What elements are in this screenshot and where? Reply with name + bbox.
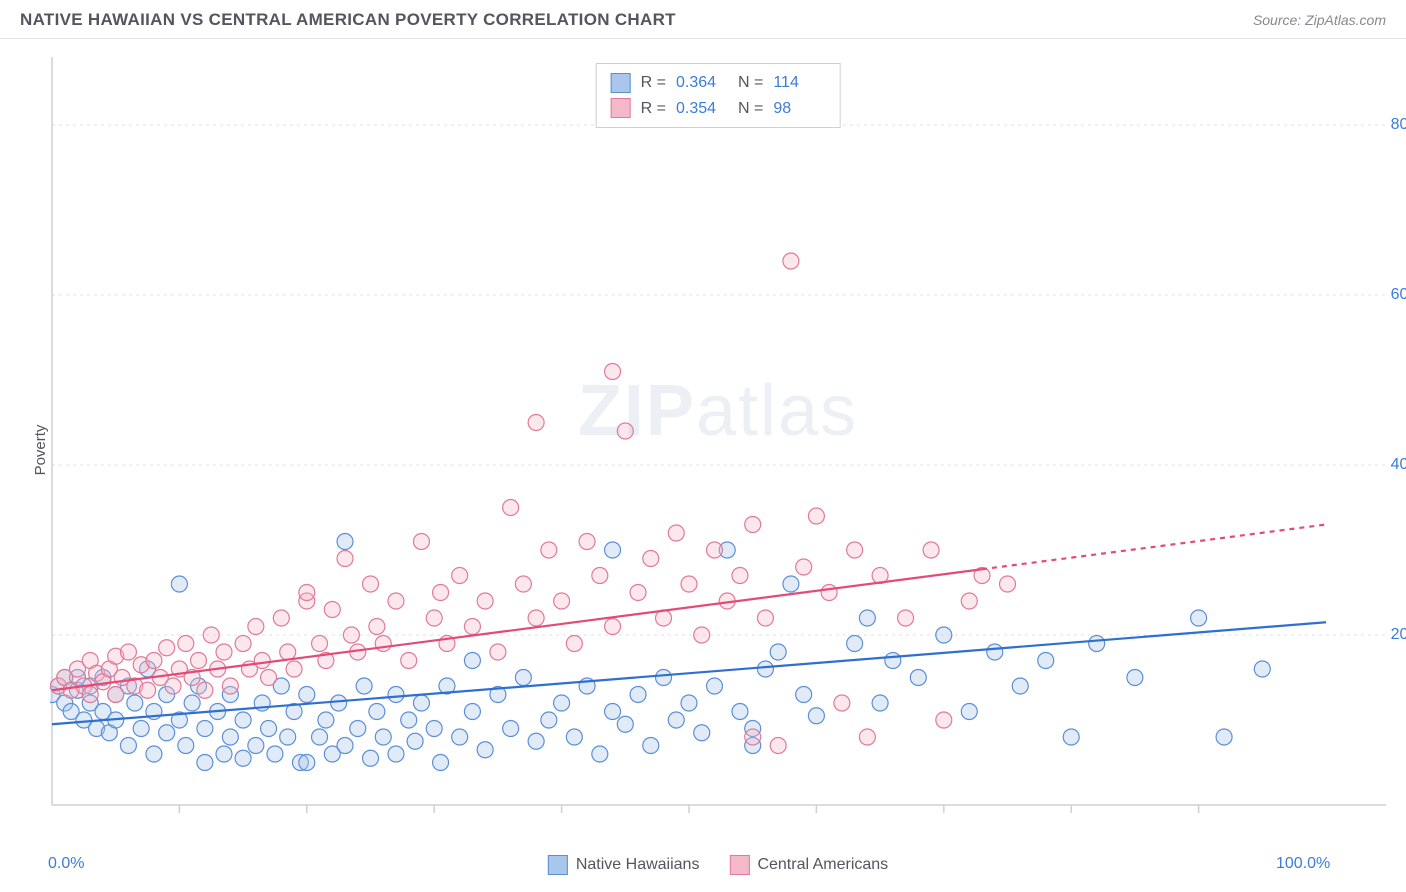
n-value: 98 [773,96,825,122]
x-tick-label-right: 100.0% [1276,855,1330,873]
y-tick-label: 80.0% [1391,116,1406,134]
chart-title: NATIVE HAWAIIAN VS CENTRAL AMERICAN POVE… [20,10,676,30]
legend-label: Central Americans [757,856,888,874]
source-attribution: Source: ZipAtlas.com [1253,12,1386,28]
r-label: R = [641,70,666,96]
source-label: Source: [1253,12,1305,28]
stats-row: R = 0.364 N = 114 [611,70,826,96]
legend-label: Native Hawaiians [576,856,700,874]
chart-area: Poverty ZIPatlas R =0.364N =114R =0.354N… [50,55,1386,845]
y-axis-label: Poverty [32,425,49,476]
r-value: 0.364 [676,70,728,96]
legend-swatch [729,855,749,875]
n-value: 114 [773,70,825,96]
y-tick-label: 20.0% [1391,626,1406,644]
stats-row: R = 0.354 N = 98 [611,96,826,122]
legend-swatch [611,98,631,118]
n-label: N = [738,96,763,122]
source-name: ZipAtlas.com [1305,12,1386,28]
legend-item: Native Hawaiians [548,855,700,875]
legend-item: Central Americans [729,855,888,875]
x-tick-label-left: 0.0% [48,855,84,873]
scatter-plot [50,55,1386,845]
legend-swatch [548,855,568,875]
y-tick-label: 40.0% [1391,456,1406,474]
n-label: N = [738,70,763,96]
r-label: R = [641,96,666,122]
legend-swatch [611,73,631,93]
y-tick-label: 60.0% [1391,286,1406,304]
series-legend: Native Hawaiians Central Americans [548,855,888,875]
r-value: 0.354 [676,96,728,122]
chart-header: NATIVE HAWAIIAN VS CENTRAL AMERICAN POVE… [0,0,1406,39]
stats-legend: R = 0.364 N = 114 R = 0.354 N = 98 [596,63,841,128]
